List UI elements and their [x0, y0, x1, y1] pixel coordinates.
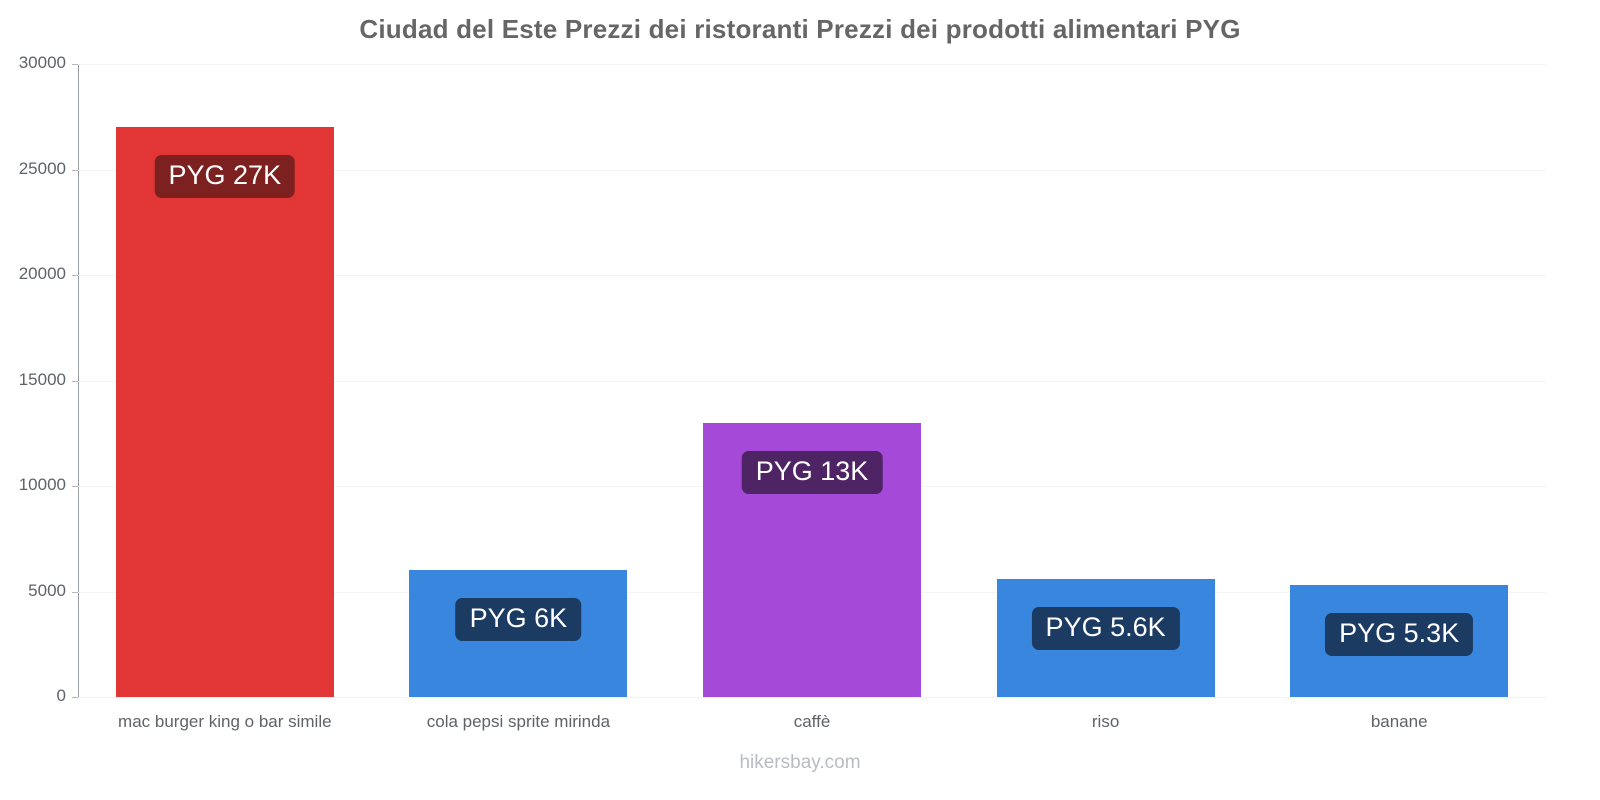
gridline	[78, 169, 1546, 171]
y-axis-tick-label: 25000	[18, 158, 66, 178]
y-axis-tick-mark	[72, 591, 78, 593]
bar-value-label: PYG 27K	[154, 155, 296, 199]
y-axis-tick-mark	[72, 64, 78, 65]
gridline	[78, 64, 1546, 65]
bar-value-label: PYG 13K	[741, 450, 883, 494]
gridline	[78, 380, 1546, 382]
bar-value-label: PYG 5.6K	[1031, 606, 1180, 650]
y-axis-tick-mark	[72, 169, 78, 171]
y-axis-tick-label: 20000	[18, 264, 66, 283]
x-axis-category-label: banane	[1370, 712, 1428, 731]
gridline	[78, 275, 1546, 276]
y-axis-tick-mark	[72, 275, 78, 276]
gridline	[78, 697, 1546, 698]
bar-value-label: PYG 5.3K	[1325, 613, 1474, 657]
bar-value-label: PYG 6K	[455, 598, 582, 642]
y-axis-tick-label: 15000	[18, 369, 66, 389]
y-axis-tick-label: 10000	[18, 475, 66, 494]
x-axis-category-label: riso	[1091, 712, 1120, 731]
x-axis-category-label: caffè	[793, 712, 831, 731]
y-axis-tick-mark	[72, 486, 78, 487]
chart-title: Ciudad del Este Prezzi dei ristoranti Pr…	[359, 14, 1241, 44]
y-axis-tick-mark	[72, 697, 78, 698]
bar[interactable]	[115, 127, 334, 697]
x-axis-category-label: mac burger king o bar simile	[118, 712, 332, 731]
y-axis-tick-label: 5000	[28, 580, 66, 600]
footer-credit: hikersbay.com	[739, 752, 861, 773]
y-axis-tick-mark	[72, 380, 78, 382]
x-axis-category-label: cola pepsi sprite mirinda	[426, 712, 611, 731]
y-axis-tick-label: 0	[56, 686, 66, 705]
y-axis-tick-label: 30000	[18, 53, 66, 72]
